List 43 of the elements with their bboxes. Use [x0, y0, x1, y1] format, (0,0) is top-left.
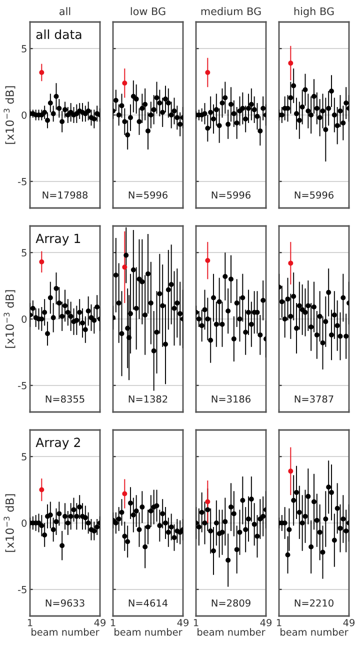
x-axis-title: beam number — [32, 628, 100, 636]
y-tick-label: 5 — [22, 249, 26, 256]
annotation: Array 2 — [36, 438, 80, 450]
x-tick-label: 1 — [276, 619, 282, 626]
annotation: N=2210 — [294, 599, 334, 607]
x-tick-label: 1 — [110, 619, 116, 626]
annotation: N=1382 — [128, 395, 168, 403]
x-tick-label: 49 — [177, 618, 188, 626]
y-tick-label: 5 — [22, 45, 26, 52]
x-tick-label: 1 — [194, 619, 198, 626]
y-tick-label: 0 — [22, 111, 27, 119]
chart-title: medium BG — [201, 7, 261, 16]
annotation: all data — [36, 29, 82, 40]
annotation: N=4614 — [128, 599, 168, 607]
x-axis-title: beam number — [198, 628, 266, 636]
y-tick-label: -5 — [18, 586, 26, 594]
y-tick-label: 0 — [22, 315, 27, 323]
annotation: N=5996 — [294, 191, 334, 199]
y-axis-title: [x10$^{−3}$ dB] — [4, 494, 16, 552]
annotation: N=3186 — [212, 395, 250, 403]
x-axis-title: beam number — [280, 628, 348, 636]
y-axis-title: [x10$^{−3}$ dB] — [4, 86, 16, 144]
x-tick-label: 49 — [94, 618, 106, 626]
annotation: N=17988 — [42, 191, 88, 199]
y-tick-label: 0 — [22, 519, 27, 527]
annotation: N=3787 — [294, 395, 334, 403]
x-tick-label: 49 — [260, 618, 272, 626]
y-tick-label: -5 — [18, 382, 26, 390]
chart-title: low BG — [130, 7, 166, 16]
y-axis-title: [x10$^{−3}$ dB] — [4, 290, 16, 348]
chart-title: all — [60, 7, 70, 16]
x-tick-label: 49 — [343, 618, 354, 626]
annotation: N=5996 — [212, 191, 250, 199]
x-tick-label: 1 — [28, 619, 32, 626]
annotation: N=5996 — [128, 191, 168, 199]
y-tick-label: 5 — [22, 453, 26, 460]
x-axis-title: beam number — [114, 628, 182, 636]
annotation: Array 1 — [36, 234, 80, 246]
chart-title: high BG — [294, 7, 334, 18]
annotation: N=8355 — [46, 395, 84, 403]
annotation: N=9633 — [46, 599, 84, 607]
y-tick-label: -5 — [18, 178, 26, 186]
annotation: N=2809 — [212, 599, 250, 607]
